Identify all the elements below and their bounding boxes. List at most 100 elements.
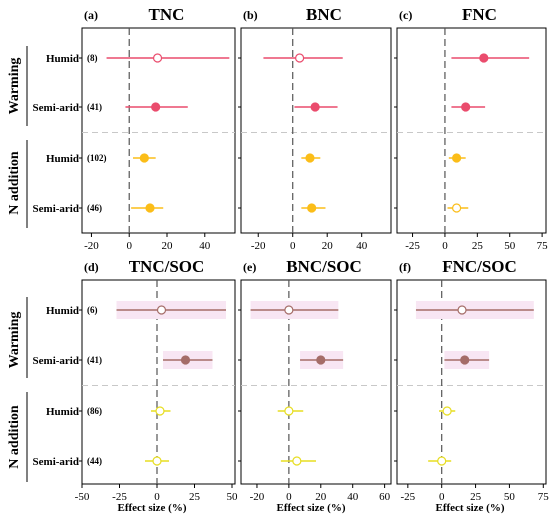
panel-title: FNC/SOC xyxy=(442,257,517,276)
effect-size-point xyxy=(284,406,294,416)
sample-size-label: (8) xyxy=(87,53,98,63)
x-tick-label: -20 xyxy=(251,240,266,252)
effect-size-point xyxy=(152,53,163,63)
row-label-humid: Humid xyxy=(46,53,79,65)
row-label-semi-arid: Semi-arid xyxy=(33,456,79,468)
x-tick-label: -20 xyxy=(84,240,99,252)
x-tick-label: 0 xyxy=(290,240,296,252)
panel-letter: (b) xyxy=(243,8,258,22)
x-tick-label: -25 xyxy=(112,491,127,503)
group-label-n-addition: N addition xyxy=(7,151,22,215)
x-tick-label: 25 xyxy=(189,491,201,503)
panel-title: BNC/SOC xyxy=(286,257,362,276)
x-tick-label: 40 xyxy=(356,240,368,252)
panel-title: TNC xyxy=(149,5,185,24)
x-tick-label: 50 xyxy=(504,240,516,252)
x-tick-label: 0 xyxy=(154,491,160,503)
panel-title: TNC/SOC xyxy=(129,257,205,276)
sample-size-label: (86) xyxy=(87,406,102,416)
panel-b: (b) BNC -20 0 20 40 xyxy=(238,5,392,252)
row-label-humid: Humid xyxy=(46,305,79,317)
x-axis-title: Effect size (%) xyxy=(117,502,186,514)
x-tick-label: -25 xyxy=(405,240,420,252)
row-label-humid: Humid xyxy=(46,406,79,418)
panels: (a) TNC -20 0 20 40 (8) (41) (102) (46) (b) BNC -20 0… xyxy=(75,5,550,503)
x-tick-label: 20 xyxy=(315,491,327,503)
x-axis-title: Effect size (%) xyxy=(276,502,345,514)
panel-a: (a) TNC -20 0 20 40 (8) (41) (102) (46) xyxy=(79,5,236,252)
row-label-semi-arid: Semi-arid xyxy=(33,355,79,367)
panel-title: BNC xyxy=(306,5,342,24)
effect-size-point xyxy=(139,153,149,163)
x-tick-label: -25 xyxy=(401,491,416,503)
panel-title: FNC xyxy=(462,5,497,24)
effect-size-point xyxy=(151,102,161,112)
x-tick-label: 20 xyxy=(322,240,334,252)
effect-size-point xyxy=(437,456,447,466)
plot-frame xyxy=(81,27,236,234)
row2-labels: Warming N addition Humid Semi-arid Humid… xyxy=(7,297,79,482)
plot-frame xyxy=(396,27,547,234)
effect-size-point xyxy=(452,153,462,163)
panel-letter: (a) xyxy=(84,8,98,22)
x-tick-label: 25 xyxy=(472,240,484,252)
x-tick-label: -50 xyxy=(75,491,90,503)
effect-size-point xyxy=(152,456,162,466)
effect-size-point xyxy=(305,153,315,163)
row-label-humid: Humid xyxy=(46,153,79,165)
x-tick-label: 50 xyxy=(227,491,239,503)
effect-size-point xyxy=(307,203,317,213)
plot-frame xyxy=(81,279,236,485)
effect-size-point xyxy=(479,53,489,63)
panel-letter: (d) xyxy=(84,260,99,274)
effect-size-point xyxy=(442,406,452,416)
effect-size-point xyxy=(284,305,294,315)
effect-size-point xyxy=(180,355,191,365)
x-tick-label: 75 xyxy=(538,491,550,503)
sample-size-label: (41) xyxy=(87,355,102,365)
x-tick-label: 0 xyxy=(442,240,448,252)
row1-labels: Warming N addition Humid Semi-arid Humid… xyxy=(7,46,79,228)
effect-size-point xyxy=(316,355,326,365)
panel-letter: (c) xyxy=(399,8,412,22)
effect-size-point xyxy=(292,456,302,466)
row-label-semi-arid: Semi-arid xyxy=(33,102,79,114)
x-tick-label: -20 xyxy=(250,491,265,503)
sample-size-label: (6) xyxy=(87,305,98,315)
x-tick-label: 60 xyxy=(379,491,391,503)
effect-size-point xyxy=(145,203,155,213)
sample-size-label: (41) xyxy=(87,102,102,112)
x-tick-label: 25 xyxy=(470,491,482,503)
effect-size-point xyxy=(155,406,165,416)
x-axis-title: Effect size (%) xyxy=(435,502,504,514)
x-tick-label: 20 xyxy=(162,240,174,252)
group-label-warming: Warming xyxy=(7,312,22,369)
panel-letter: (e) xyxy=(243,260,256,274)
panel-f: (f) FNC/SOC -25 0 25 50 75 xyxy=(394,257,549,503)
row-label-semi-arid: Semi-arid xyxy=(33,203,79,215)
sample-size-label: (46) xyxy=(87,203,102,213)
effect-size-point xyxy=(156,305,167,315)
effect-size-point xyxy=(295,53,305,63)
panel-d: (d) TNC/SOC -50 -25 0 25 50 (6) (41) (86) (44) xyxy=(75,257,238,503)
group-label-warming: Warming xyxy=(7,58,22,115)
plot-frame xyxy=(240,27,392,234)
plot-frame xyxy=(396,279,547,485)
plot-frame xyxy=(240,279,392,485)
effect-size-point xyxy=(457,305,467,315)
x-tick-label: 40 xyxy=(347,491,359,503)
effect-size-point xyxy=(460,355,470,365)
effect-size-point xyxy=(452,203,462,213)
x-tick-label: 0 xyxy=(286,491,292,503)
panel-e: (e) BNC/SOC -20 0 20 40 60 xyxy=(238,257,392,503)
sample-size-label: (102) xyxy=(87,153,107,163)
panel-letter: (f) xyxy=(399,260,411,274)
panel-c: (c) FNC -25 0 25 50 75 xyxy=(394,5,548,252)
x-tick-label: 50 xyxy=(504,491,516,503)
x-tick-label: 0 xyxy=(439,491,445,503)
effect-size-point xyxy=(310,102,320,112)
sample-size-label: (44) xyxy=(87,456,102,466)
group-label-n-addition: N addition xyxy=(7,405,22,469)
x-tick-label: 0 xyxy=(126,240,132,252)
